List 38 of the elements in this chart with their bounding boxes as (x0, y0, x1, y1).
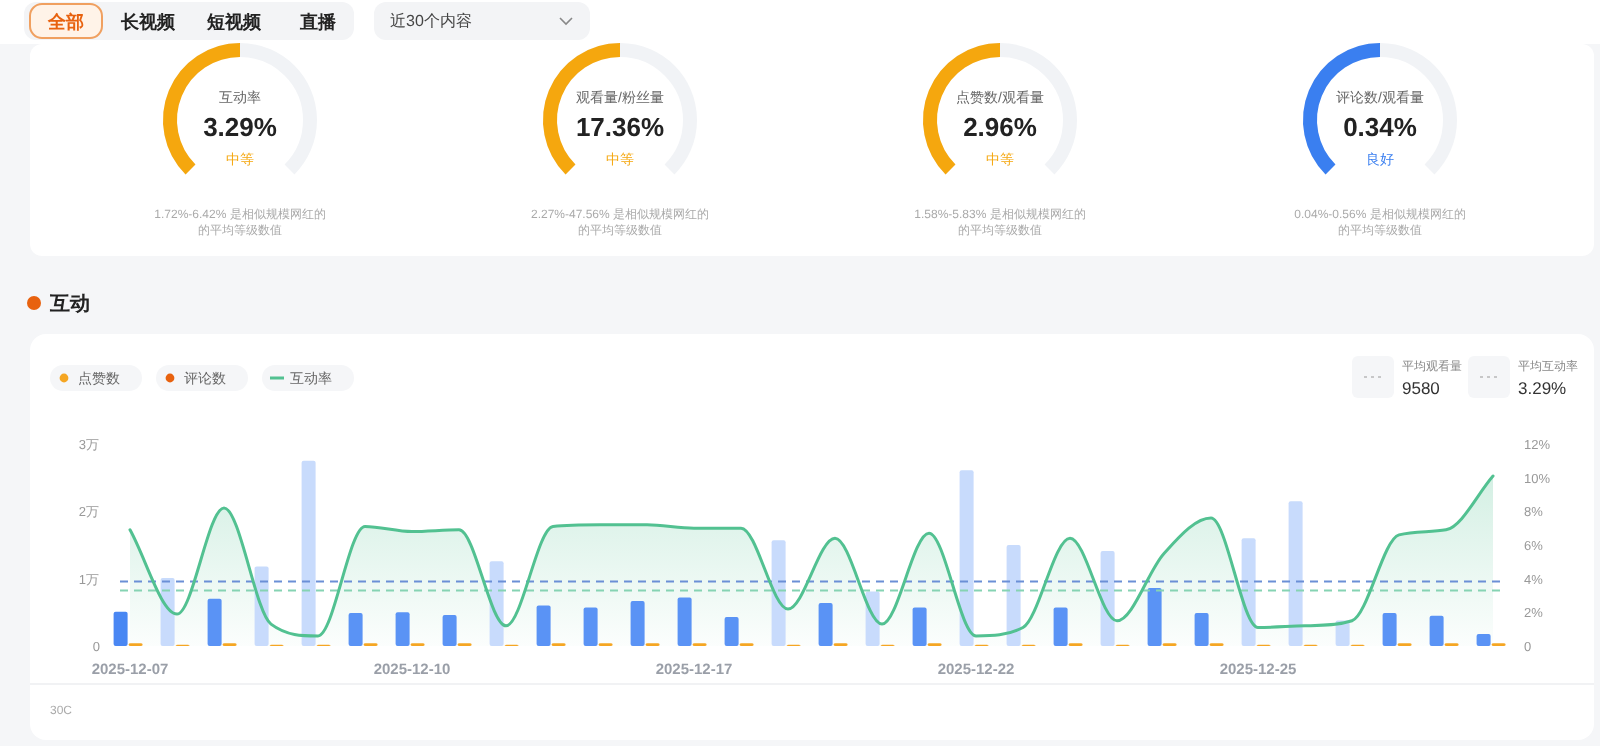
bar (489, 561, 504, 646)
bar (912, 607, 927, 646)
bar (113, 611, 128, 646)
text: 短视频 (205, 12, 263, 32)
bar (395, 612, 410, 646)
bar (677, 597, 692, 646)
text: 0.34% (1343, 112, 1418, 142)
bar (536, 605, 551, 646)
text: 3.29% (1518, 378, 1568, 398)
bar (630, 600, 645, 646)
text: 长视频 (119, 12, 177, 32)
bar (1429, 615, 1444, 646)
bar (1194, 613, 1209, 646)
bar (1382, 613, 1397, 646)
bar (348, 613, 363, 646)
bar (207, 598, 222, 646)
bar (1100, 551, 1115, 646)
text: 2.96% (963, 112, 1038, 142)
bar (301, 460, 316, 646)
bar (1147, 588, 1162, 646)
text: 全部 (46, 12, 84, 32)
text: 17.36% (575, 112, 665, 142)
bar (1476, 633, 1491, 646)
bar (1006, 545, 1021, 646)
bar (1053, 607, 1068, 646)
bar (771, 540, 786, 646)
text: 近30个内容 (390, 12, 472, 30)
text: 直播 (298, 12, 338, 32)
bar (1288, 501, 1303, 646)
bar (724, 617, 739, 646)
bar (442, 615, 457, 646)
bar (818, 602, 833, 646)
bar (959, 470, 974, 646)
text: 3.29% (203, 112, 278, 142)
text: 9580 (1402, 378, 1441, 398)
bar (1241, 538, 1256, 646)
bar (583, 607, 598, 646)
chart-title: 互动 (48, 292, 90, 316)
